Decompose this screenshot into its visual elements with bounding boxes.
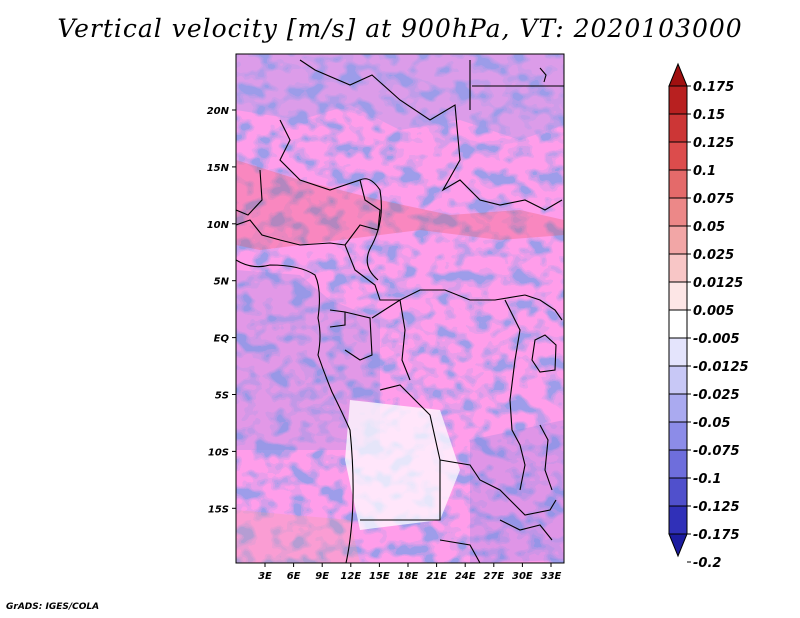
colorbar-label: 0.15 [693,108,725,123]
lat-tick-label: 20N [207,106,230,117]
colorbar-label: 0.125 [693,136,734,151]
colorbar-label: 0.175 [693,80,734,95]
lon-tick-label: 27E [483,571,504,582]
colorbar-label: -0.1 [693,472,721,487]
colorbar-swatch [668,253,688,283]
colorbar-label: 0.005 [693,304,734,319]
colorbar-swatch [668,477,688,507]
lon-tick-label: 9E [315,571,329,582]
colorbar-label: -0.075 [693,444,740,459]
lon-tick-label: 15E [369,571,390,582]
lon-tick-label: 21E [426,571,447,582]
colorbar-label: 0.075 [693,192,734,207]
colorbar-label: -0.025 [693,388,740,403]
colorbar-swatch [668,449,688,479]
lon-tick-label: 3E [258,571,272,582]
lon-tick-label: 24E [455,571,476,582]
map-frame [235,53,565,564]
lat-tick-label: 15N [207,163,230,174]
lon-tick-label: 30E [512,571,533,582]
lon-tick-label: 6E [287,571,301,582]
colorbar-label: -0.125 [693,500,740,515]
colorbar-min-triangle [668,533,688,558]
longitude-axis: 3E 6E 9E 12E 15E 18E 21E 24E 27E 30E 33E [258,563,562,582]
colorbar-swatch [668,141,688,171]
colorbar-swatch [668,365,688,395]
colorbar-swatch [668,337,688,367]
colorbar-label: 0.05 [693,220,725,235]
footer-credit: GrADS: IGES/COLA [6,602,100,612]
lon-tick-label: 18E [398,571,419,582]
lat-tick-label: 5S [215,391,229,402]
colorbar-label: 0.1 [693,164,716,179]
colorbar-swatch [668,225,688,255]
lon-tick-label: 33E [541,571,562,582]
lon-tick-label: 12E [340,571,361,582]
country-borders [236,59,564,563]
colorbar: 0.175 0.15 0.125 0.1 0.075 0.05 0.025 0.0125 0.0… [668,62,749,571]
lat-tick-label: 15S [208,504,229,515]
colorbar-label: -0.05 [693,416,730,431]
colorbar-label: 0.0125 [693,276,743,291]
colorbar-label: -0.2 [693,556,721,571]
colorbar-swatch [668,505,688,535]
colorbar-label: -0.0125 [693,360,749,375]
colorbar-swatch [668,169,688,199]
colorbar-swatch [668,393,688,423]
lat-tick-label: 10N [207,220,230,231]
colorbar-label: -0.175 [693,528,740,543]
colorbar-swatch [668,113,688,143]
colorbar-label: 0.025 [693,248,734,263]
lat-tick-label: 5N [214,277,230,288]
colorbar-swatch [668,309,688,339]
lat-tick-label: 10S [208,447,229,458]
colorbar-swatch [668,421,688,451]
colorbar-label: -0.005 [693,332,740,347]
colorbar-max-triangle [668,62,688,87]
colorbar-swatch [668,197,688,227]
map-title: Vertical velocity [m/s] at 900hPa, VT: 2… [57,14,743,43]
colorbar-swatch [668,85,688,115]
lat-tick-label: EQ [214,334,230,345]
latitude-axis: 20N 15N 10N 5N EQ 5S 10S 15S [207,106,236,515]
colorbar-swatch [668,281,688,311]
